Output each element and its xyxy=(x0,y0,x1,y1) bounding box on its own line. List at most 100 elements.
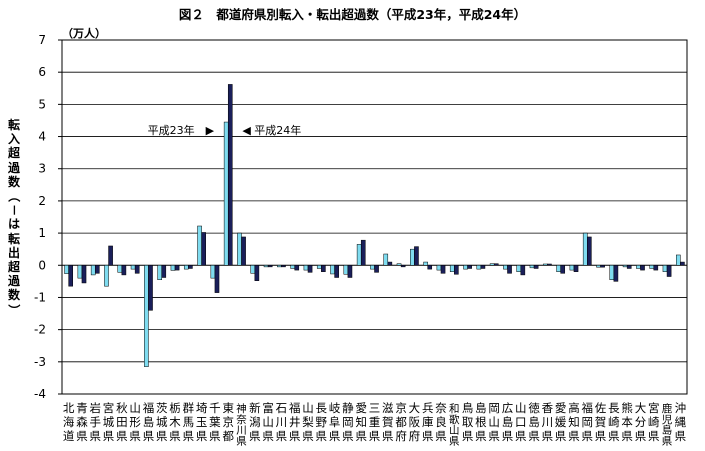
bar-h23 xyxy=(649,265,655,269)
x-tick-label: 石川県 xyxy=(276,401,288,443)
bar-h24 xyxy=(440,265,446,274)
x-tick-label: 広島県 xyxy=(502,401,514,443)
x-tick-label: 鳥取県 xyxy=(462,401,474,443)
x-tick-label: 滋賀県 xyxy=(382,401,394,443)
bar-h23 xyxy=(343,265,349,275)
x-tick-label: 青森県 xyxy=(76,401,88,443)
bar-h24 xyxy=(241,236,246,266)
bar-h24 xyxy=(547,263,552,266)
bar-h23 xyxy=(436,265,442,271)
bar-h23 xyxy=(569,265,575,271)
bar-h24 xyxy=(427,265,433,270)
bar-h23 xyxy=(596,265,601,268)
bar-h24 xyxy=(307,265,313,273)
x-tick-label: 大分県 xyxy=(635,401,647,443)
bar-h23 xyxy=(263,265,269,268)
x-tick-label: 島根県 xyxy=(475,401,487,443)
bar-h23 xyxy=(210,265,216,279)
chart-title: 図２ 都道府県別転入・転出超過数（平成23年，平成24年） xyxy=(178,7,527,22)
bar-h24 xyxy=(387,261,393,266)
x-tick-label: 大阪府 xyxy=(409,401,421,443)
bar-h24 xyxy=(188,265,193,269)
bar-h23 xyxy=(316,265,322,269)
bar-h24 xyxy=(587,236,592,266)
bar-h24 xyxy=(520,265,526,276)
y-tick-label: 0 xyxy=(38,258,46,272)
plot-frame xyxy=(61,39,688,395)
bar-h23 xyxy=(157,265,162,280)
bar-h24 xyxy=(454,265,459,275)
bar-h23 xyxy=(463,265,468,270)
x-tick-label: 東京都 xyxy=(222,401,234,443)
bar-h24 xyxy=(666,265,672,277)
x-tick-label: 宮崎県 xyxy=(648,401,660,443)
y-tick-label: -2 xyxy=(34,323,46,337)
bar-h24 xyxy=(68,265,74,287)
x-tick-label: 愛知県 xyxy=(355,401,367,443)
bar-h24 xyxy=(281,265,286,268)
y-tick-label: -4 xyxy=(34,387,46,401)
bar-h24 xyxy=(321,265,326,272)
bar-h24 xyxy=(108,245,113,266)
y-tick-label: 6 xyxy=(38,65,46,79)
x-tick-label: 福島県 xyxy=(143,401,155,443)
x-tick-label: 鹿児島県 xyxy=(662,402,673,447)
bar-h24 xyxy=(653,265,659,271)
bar-h23 xyxy=(170,265,176,271)
x-tick-label: 沖縄県 xyxy=(675,401,687,443)
x-tick-label: 三重県 xyxy=(369,401,381,443)
bar-h23 xyxy=(90,265,96,276)
y-axis-label-char: は xyxy=(7,217,20,232)
bar-h23 xyxy=(410,248,415,266)
bar-h24 xyxy=(400,265,406,268)
bar-h23 xyxy=(503,265,508,270)
bar-h24 xyxy=(507,265,512,274)
x-tick-label: 北海道 xyxy=(63,401,75,443)
bar-h23 xyxy=(662,265,668,272)
x-tick-label: 熊本県 xyxy=(621,401,633,443)
x-tick-label: 香川県 xyxy=(542,401,554,443)
bar-h23 xyxy=(676,254,681,266)
bar-h23 xyxy=(449,265,455,272)
bar-h23 xyxy=(223,121,229,266)
annotation-h23: 平成23年 ▶ xyxy=(148,123,215,137)
y-tick-label: 1 xyxy=(38,226,46,240)
bar-h23 xyxy=(636,265,641,269)
x-tick-label: 佐賀県 xyxy=(595,401,607,443)
x-tick-label: 神奈川県 xyxy=(236,402,247,447)
bar-h24 xyxy=(174,265,180,271)
bar-h24 xyxy=(134,265,140,274)
bar-h24 xyxy=(267,265,273,268)
bar-h24 xyxy=(680,261,685,266)
bar-h23 xyxy=(556,265,561,272)
y-tick-label: 3 xyxy=(38,162,46,176)
bar-h24 xyxy=(201,232,206,266)
x-tick-label: 茨城県 xyxy=(156,401,168,443)
y-axis-label-char: 転 xyxy=(7,231,20,246)
y-axis-label-char: 数 xyxy=(7,174,20,189)
x-tick-label: 富山県 xyxy=(262,401,274,443)
bar-h23 xyxy=(582,232,588,266)
bar-h24 xyxy=(467,265,472,269)
bar-h23 xyxy=(370,265,375,270)
bar-h24 xyxy=(360,239,366,266)
bar-h24 xyxy=(600,265,605,268)
x-tick-label: 岩手県 xyxy=(89,401,101,443)
x-tick-label: 宮城県 xyxy=(103,401,115,443)
x-tick-label: 高知県 xyxy=(568,401,580,443)
bar-h24 xyxy=(626,265,632,269)
x-tick-label: 秋田県 xyxy=(116,401,128,443)
y-axis-label-char: 入 xyxy=(7,132,20,147)
x-tick-label: 福岡県 xyxy=(582,401,594,443)
x-tick-label: 長崎県 xyxy=(608,401,620,443)
bar-h23 xyxy=(529,265,535,269)
bar-h24 xyxy=(227,84,233,266)
bar-h23 xyxy=(277,265,282,268)
bar-h23 xyxy=(622,265,628,268)
bar-h24 xyxy=(254,265,260,281)
bar-h23 xyxy=(489,263,495,266)
y-axis-label-char: 過 xyxy=(7,160,20,175)
y-axis-label-char: 超 xyxy=(7,260,20,275)
x-tick-label: 福井県 xyxy=(289,401,301,443)
